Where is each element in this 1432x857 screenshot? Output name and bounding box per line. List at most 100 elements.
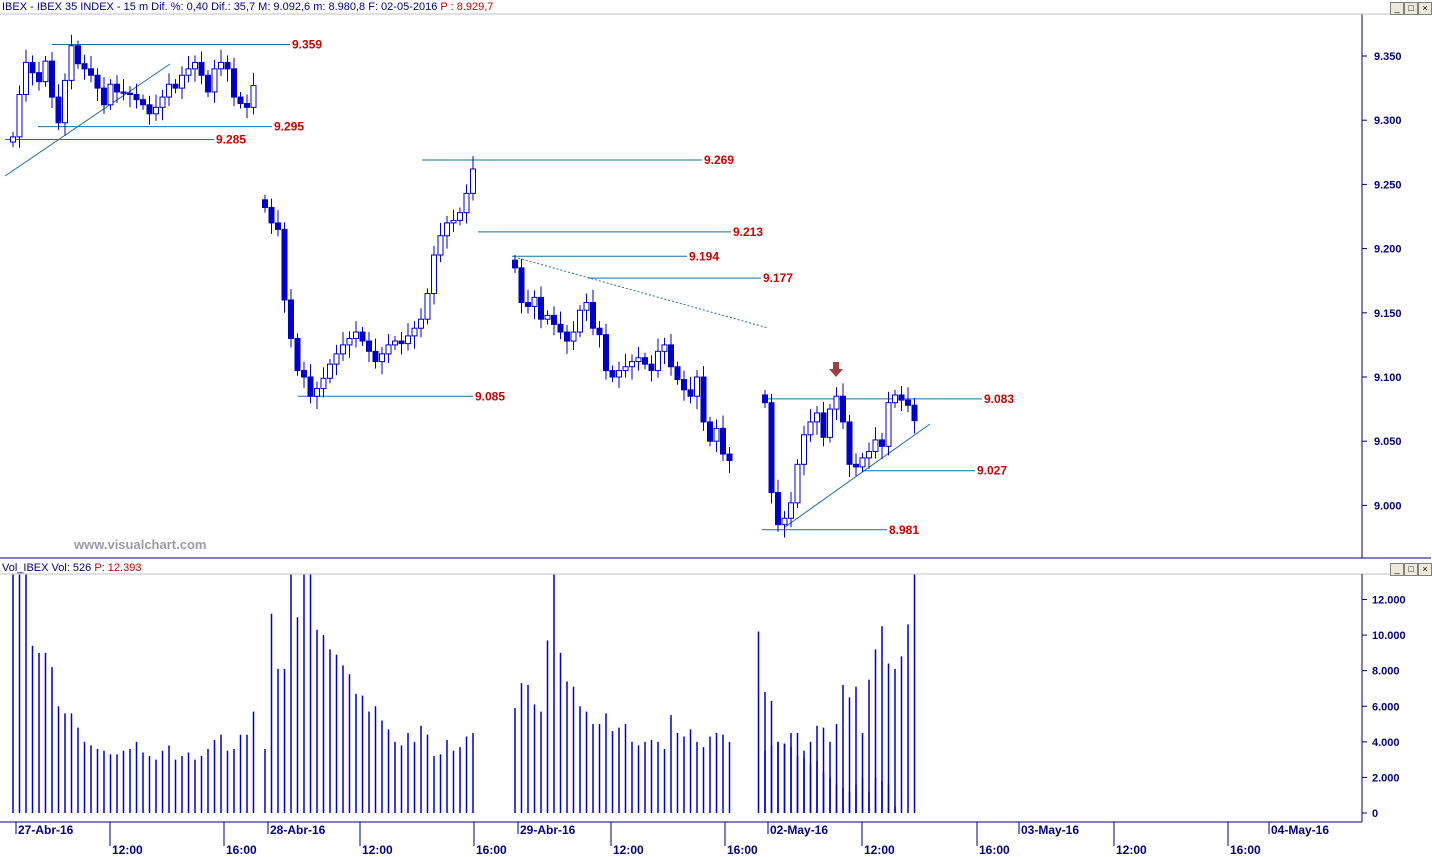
candle-body — [133, 94, 140, 101]
main-stats: Dif. %: 0,40 Dif.: 35,7 M: 9.092,6 m: 8.… — [148, 1, 438, 13]
downtrend-line — [517, 257, 769, 329]
candle-body — [327, 363, 333, 379]
candle-body — [518, 267, 525, 304]
volume-tick-label: 10.000 — [1372, 630, 1406, 642]
candle-body — [268, 207, 275, 224]
time-label: 16:00 — [476, 843, 507, 857]
candle-body — [10, 136, 16, 143]
candle-body — [49, 60, 55, 98]
volume-title: Vol_IBEX Vol: 526 — [2, 562, 92, 574]
candle-body — [424, 293, 431, 320]
candle-body — [159, 96, 166, 108]
vol-close-button[interactable]: × — [1418, 563, 1432, 576]
main-last-price: P : 8.929,7 — [440, 1, 494, 13]
price-tick-label: 9.100 — [1374, 372, 1402, 384]
candle-body — [146, 104, 153, 115]
candle-body — [250, 85, 257, 108]
candle-body — [661, 344, 668, 352]
candle-body — [185, 68, 192, 76]
candle-body — [840, 395, 846, 423]
price-tick-label: 9.300 — [1374, 115, 1402, 127]
candle-body — [726, 453, 733, 461]
level-label: 9.083 — [984, 392, 1014, 406]
candle-body — [642, 357, 648, 365]
candle-body — [885, 402, 892, 447]
time-label: 12:00 — [362, 843, 393, 857]
candle-body — [153, 106, 159, 115]
watermark: www.visualchart.com — [73, 537, 206, 552]
candle-body — [720, 427, 726, 455]
date-label: 04-May-16 — [1271, 823, 1329, 837]
price-tick-label: 9.250 — [1374, 179, 1402, 191]
volume-tick-label: 12.000 — [1372, 595, 1406, 607]
candle-body — [570, 331, 577, 342]
candle-body — [655, 350, 661, 372]
main-close-button[interactable]: × — [1418, 2, 1432, 15]
time-label: 12:00 — [864, 843, 895, 857]
level-label: 9.213 — [733, 225, 763, 239]
candlestick-series — [10, 34, 918, 538]
candle-body — [525, 302, 531, 307]
candle-body — [768, 402, 775, 494]
volume-axis[interactable]: 12.000 10.000 8.000 6.000 4.000 2.000 0 — [1362, 595, 1406, 821]
candle-body — [707, 421, 713, 442]
candle-body — [794, 463, 801, 504]
time-label: 12:00 — [112, 843, 143, 857]
level-label: 9.269 — [704, 153, 734, 167]
candle-body — [781, 517, 788, 526]
level-label: 9.177 — [763, 271, 793, 285]
candle-body — [437, 235, 444, 256]
candle-body — [205, 74, 211, 93]
candle-body — [905, 399, 911, 406]
candle-body — [801, 434, 807, 465]
candle-body — [55, 96, 62, 124]
candle-body — [301, 370, 307, 378]
level-label: 9.085 — [475, 389, 505, 403]
time-label: 12:00 — [613, 843, 644, 857]
candle-body — [603, 334, 609, 372]
candle-body — [314, 388, 320, 397]
candle-body — [872, 439, 879, 452]
main-minimize-button[interactable]: _ — [1390, 2, 1404, 15]
candle-body — [544, 314, 551, 320]
candle-body — [275, 222, 281, 230]
candle-body — [23, 61, 29, 96]
price-axis[interactable]: 9.350 9.300 9.250 9.200 9.150 9.100 9.050 9.000 — [1362, 51, 1402, 512]
uptrend-line — [784, 423, 931, 528]
candle-body — [564, 331, 570, 342]
time-axis[interactable]: 27-Abr-16 28-Abr-16 29-Abr-16 02-May-16 03-M… — [15, 822, 1329, 857]
candle-body — [674, 366, 681, 381]
candle-body — [120, 91, 127, 94]
candle-body — [166, 83, 172, 98]
main-panel-frame — [0, 13, 1431, 823]
candle-body — [372, 350, 379, 363]
candle-body — [457, 212, 463, 221]
candle-body — [681, 379, 687, 391]
candle-body — [694, 376, 700, 397]
candle-body — [431, 254, 437, 295]
candle-body — [294, 337, 301, 372]
candle-body — [450, 219, 457, 224]
main-restore-button[interactable]: □ — [1404, 2, 1418, 15]
candle-body — [88, 68, 94, 76]
candle-body — [846, 421, 853, 465]
candle-body — [307, 376, 314, 397]
candle-body — [172, 83, 179, 89]
candle-body — [198, 61, 205, 76]
candle-body — [68, 45, 75, 81]
candle-body — [359, 331, 366, 342]
time-label: 16:00 — [727, 843, 758, 857]
date-label: 28-Abr-16 — [270, 823, 326, 837]
vol-restore-button[interactable]: □ — [1404, 563, 1418, 576]
candle-body — [463, 192, 470, 214]
volume-last: P: 12.393 — [94, 562, 142, 574]
candle-body — [470, 168, 476, 194]
candle-body — [853, 463, 859, 468]
vol-minimize-button[interactable]: _ — [1390, 563, 1404, 576]
down-arrow-icon — [829, 362, 843, 377]
candle-body — [81, 63, 88, 70]
candle-body — [820, 412, 827, 438]
candle-body — [551, 314, 557, 325]
candle-body — [218, 61, 224, 70]
date-label: 02-May-16 — [770, 823, 828, 837]
